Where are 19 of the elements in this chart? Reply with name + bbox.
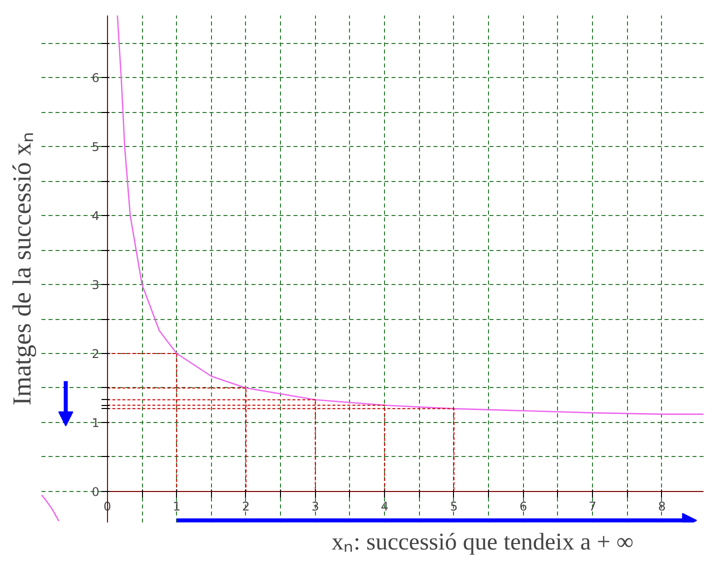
y-tick-label: 0 xyxy=(92,484,100,499)
y-tick-label: 1 xyxy=(92,416,100,430)
x-tick-label: 8 xyxy=(658,499,666,514)
line-series xyxy=(42,494,60,522)
x-tick-label: 2 xyxy=(242,499,250,514)
y-tick-label: 2 xyxy=(92,347,100,361)
x-tick-label: 7 xyxy=(588,499,596,514)
x-tick-label: 5 xyxy=(450,499,458,514)
y-tick-label: 6 xyxy=(92,71,100,86)
line-series xyxy=(116,16,704,415)
y-tick-label: 5 xyxy=(92,140,100,154)
x-tick-label: 6 xyxy=(519,499,528,514)
y-axis-title: Imatges de la successió xₙ xyxy=(8,132,36,406)
x-tick-label: 3 xyxy=(311,499,320,514)
y-tick-label: 4 xyxy=(92,209,100,224)
x-tick-label: 1 xyxy=(172,499,180,514)
x-axis-title: xₙ: successió que tendeix a + ∞ xyxy=(332,530,634,556)
x-tick-label: 4 xyxy=(380,499,388,514)
y-tick-label: 3 xyxy=(92,278,100,292)
